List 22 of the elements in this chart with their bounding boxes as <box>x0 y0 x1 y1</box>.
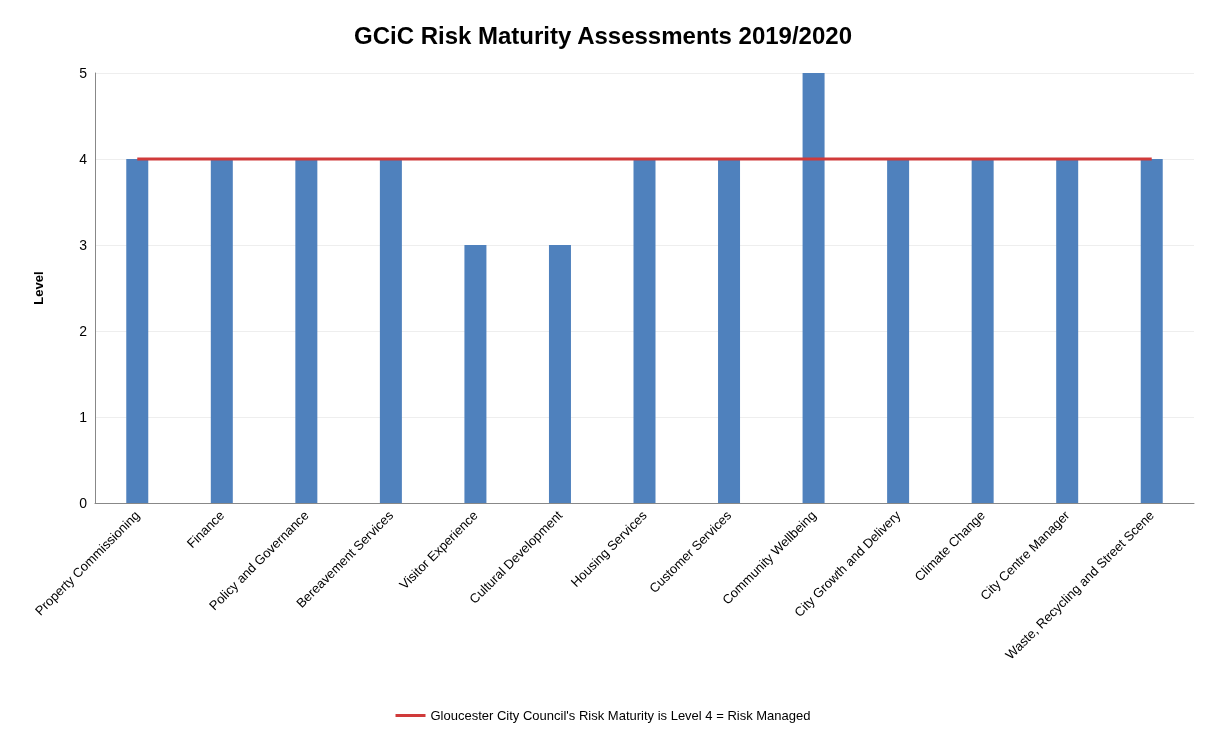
bar <box>633 159 656 503</box>
bar <box>210 159 233 503</box>
chart-title: GCiC Risk Maturity Assessments 2019/2020 <box>353 21 853 49</box>
legend-label: Gloucester City Council's Risk Maturity is Level 4 = Risk Managed <box>430 708 811 723</box>
bar <box>295 159 318 503</box>
bar <box>802 73 825 503</box>
bar <box>887 159 910 503</box>
y-axis-title: Level <box>31 271 46 305</box>
bar <box>1056 159 1079 503</box>
y-tick-label: 1 <box>79 409 88 425</box>
y-tick-label: 3 <box>79 237 88 253</box>
y-tick-label: 5 <box>79 65 88 81</box>
y-tick-label: 4 <box>79 151 88 167</box>
y-tick-label: 0 <box>79 495 88 511</box>
bar <box>1140 159 1163 503</box>
bar <box>548 245 571 503</box>
bar <box>971 159 994 503</box>
bar <box>126 159 149 503</box>
y-tick-label: 2 <box>79 323 88 339</box>
bar <box>718 159 741 503</box>
bar <box>379 159 402 503</box>
bar <box>464 245 487 503</box>
